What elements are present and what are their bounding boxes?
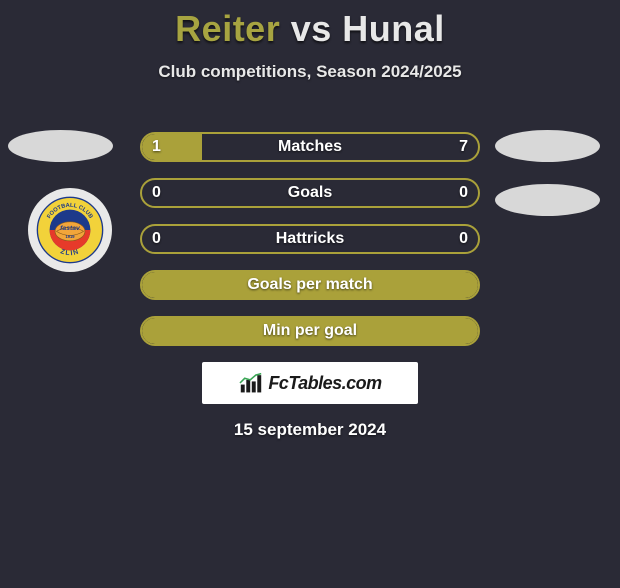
stat-bar-hattricks: 00Hattricks (140, 224, 480, 254)
stat-bar-min-per-goal: Min per goal (140, 316, 480, 346)
stat-label: Goals (142, 180, 478, 206)
player1-name: Reiter (175, 8, 280, 49)
stat-label: Matches (142, 134, 478, 160)
stat-bar-goals: 00Goals (140, 178, 480, 208)
fctables-logo: FcTables.com (202, 362, 418, 404)
stat-label: Hattricks (142, 226, 478, 252)
stats-bars: 17Matches 00Goals 00Hattricks Goals per mat… (140, 132, 480, 362)
bar-chart-icon (238, 372, 264, 394)
svg-text:1919: 1919 (65, 234, 75, 239)
date-text: 15 september 2024 (0, 420, 620, 440)
stat-label: Goals per match (142, 272, 478, 298)
svg-text:fastav: fastav (60, 225, 81, 232)
player2-name: Hunal (342, 8, 445, 49)
fctables-text: FcTables.com (268, 373, 381, 394)
stat-bar-matches: 17Matches (140, 132, 480, 162)
vs-text: vs (291, 8, 332, 49)
comparison-title: Reiter vs Hunal (0, 8, 620, 50)
player2-club-placeholder-icon (495, 184, 600, 216)
stat-bar-goals-per-match: Goals per match (140, 270, 480, 300)
player2-placeholder-icon (495, 130, 600, 162)
player1-club-badge-icon: FOOTBALL CLUB ZLÍN fastav 1919 (28, 188, 112, 272)
stat-label: Min per goal (142, 318, 478, 344)
player1-placeholder-icon (8, 130, 113, 162)
subtitle: Club competitions, Season 2024/2025 (0, 62, 620, 82)
